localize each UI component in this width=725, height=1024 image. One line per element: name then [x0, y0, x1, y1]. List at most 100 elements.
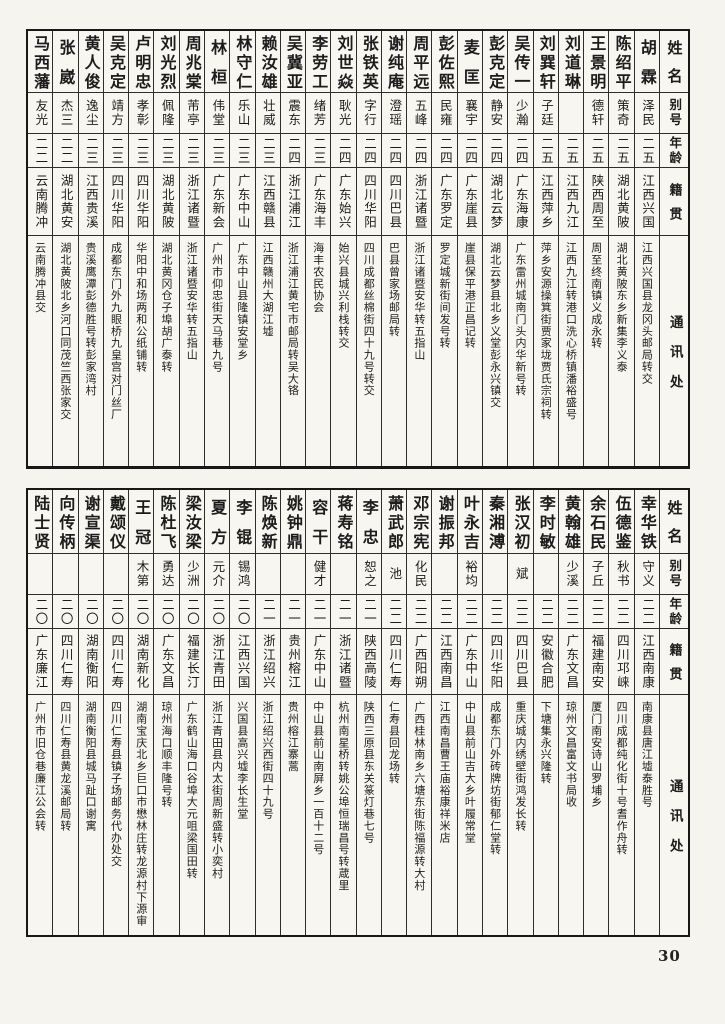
- entry-name: 邓宗宪: [410, 494, 430, 552]
- entry-name: 戴颂仪: [106, 494, 126, 552]
- entry-origin: 四川华阳: [488, 634, 504, 689]
- entry-age-cell: 二二: [508, 595, 533, 629]
- entry-origin-cell: 湖北云梦: [483, 168, 508, 236]
- entry-address: 崖县保平港正昌记转: [463, 242, 477, 349]
- entry-name: 黄翰雄: [562, 494, 582, 552]
- entry-age: 二五: [614, 136, 630, 165]
- entry-column: 李劳工 绪芳 二三 广东海丰 海丰农民协会: [305, 31, 331, 466]
- entry-origin-cell: 四川华阳: [103, 168, 129, 236]
- entry-alias-cell: 守义: [634, 554, 659, 595]
- entry-address: 湖南宝庆北乡巨口市懋林庄转龙源村下源审: [134, 701, 148, 927]
- entry-origin: 湖北黄陂: [159, 174, 175, 229]
- entry-age-cell: 二三: [204, 134, 230, 168]
- entry-alias: 少洲: [185, 560, 201, 588]
- entry-age-cell: 二〇: [179, 595, 204, 629]
- entry-age-cell: 二一: [331, 595, 356, 629]
- entry-alias-cell: [533, 554, 558, 595]
- entry-origin: 四川华阳: [109, 174, 125, 229]
- entry-name: 余石民: [587, 494, 607, 552]
- entry-address-cell: 广东鹤山海口谷埠大元咀梁国田转: [180, 695, 204, 935]
- entry-origin-cell: 广东文昌: [154, 629, 179, 695]
- entry-column: 马西藩 友光 二二 云南腾冲 云南腾冲县交: [27, 31, 53, 466]
- entry-address-cell: 厦门南安诗山罗埔乡: [584, 695, 608, 935]
- entry-address-cell: 琼州文昌富文书局收: [559, 695, 583, 935]
- entry-name: 吴克定: [106, 34, 126, 92]
- entry-alias: 佩隆: [159, 99, 175, 127]
- entry-alias-cell: 策奇: [609, 93, 634, 134]
- entry-age-cell: 二二: [609, 595, 634, 629]
- entry-column: 姚钟鼎 二一 贵州榕江 贵州榕江寨蒿: [279, 490, 306, 935]
- entry-age-cell: 二二: [457, 595, 483, 629]
- entry-age: 二四: [488, 136, 504, 165]
- entry-age: 二一: [311, 597, 327, 626]
- entry-column: 谢振邦 二二 江西南昌 江西南昌曹王庙裕康祥米店: [431, 490, 457, 935]
- entry-origin: 浙江诸暨: [412, 174, 428, 229]
- entry-address-cell: 贵溪鹰潭彭德胜号转彭家湾村: [79, 236, 103, 466]
- header-origin-label: 籍贯: [666, 182, 682, 232]
- entry-origin-cell: 四川华阳: [483, 629, 508, 695]
- entry-column: 林桓 伟堂 二三 广东新会 广州市仰忠街天马巷九号: [203, 31, 230, 466]
- entry-address: 南康县唐江墟泰胜号: [640, 701, 654, 808]
- entry-alias: 静安: [488, 99, 504, 127]
- entry-alias-cell: 耿光: [331, 93, 356, 134]
- entry-origin-cell: 湖北黄安: [53, 168, 78, 236]
- entry-name-cell: 秦湘溥: [483, 490, 508, 554]
- entry-name: 蒋寿铭: [334, 494, 354, 552]
- entry-alias-cell: 民雍: [432, 93, 457, 134]
- entry-age: 二〇: [58, 597, 74, 626]
- entry-column: 王冠 木第 二〇 湖南新化 湖南宝庆北乡巨口市懋林庄转龙源村下源审: [128, 490, 154, 935]
- entry-age-cell: 二一: [280, 595, 306, 629]
- entry-origin: 浙江绍兴: [260, 634, 276, 689]
- entry-origin: 广东中山: [311, 634, 327, 689]
- entry-age-cell: 二五: [533, 134, 558, 168]
- entry-name-cell: 李劳工: [306, 31, 331, 93]
- entry-origin-cell: 湖北黄陂: [609, 168, 634, 236]
- header-address-cell: 通讯处: [660, 695, 688, 935]
- entry-origin-cell: 浙江诸暨: [331, 629, 356, 695]
- entry-address-cell: 下塘集永兴隆转: [534, 695, 558, 935]
- entry-age: 二四: [437, 136, 453, 165]
- entry-column: 陈杜飞 勇达 二〇 广东文昌 琼州海口顺丰隆号转: [153, 490, 179, 935]
- entry-address: 重庆城内绣壁街鸿发长转: [513, 701, 527, 832]
- entry-name-cell: 谢宣渠: [78, 490, 103, 554]
- entry-name-cell: 幸华铁: [634, 490, 659, 554]
- entry-address: 琼州海口顺丰隆号转: [160, 701, 174, 808]
- entry-name-cell: 谢振邦: [432, 490, 457, 554]
- entry-origin: 四川仁寿: [387, 634, 403, 689]
- entry-alias-cell: 友光: [27, 93, 53, 134]
- entry-address: 四川成都纯化街十号耆作舟转: [615, 701, 629, 856]
- entry-age-cell: 二二: [381, 595, 407, 629]
- entry-column: 彭佐熙 民雍 二四 广东罗定 罗定城新街间发号转: [431, 31, 457, 466]
- entry-age: 二四: [463, 136, 479, 165]
- entry-alias: 乐山: [235, 99, 251, 127]
- entry-alias-cell: 震东: [280, 93, 306, 134]
- entry-origin-cell: 广东海康: [508, 168, 533, 236]
- entry-address-cell: 成都东门外砖牌坊街郁仁堂转: [483, 695, 507, 935]
- entry-name-cell: 彭克定: [483, 31, 508, 93]
- entry-column: 秦湘溥 二二 四川华阳 成都东门外砖牌坊街郁仁堂转: [482, 490, 508, 935]
- entry-origin-cell: 四川仁寿: [103, 629, 129, 695]
- header-age-cell: 年龄: [660, 595, 688, 629]
- entry-origin: 福建长汀: [185, 634, 201, 689]
- entry-alias-cell: 秋书: [609, 554, 634, 595]
- entry-age-cell: 二〇: [204, 595, 230, 629]
- entry-alias: 壮威: [260, 99, 276, 127]
- entry-alias-cell: 乐山: [230, 93, 255, 134]
- entry-name: 胡霖: [637, 38, 657, 93]
- entry-name-cell: 周平远: [407, 31, 432, 93]
- entry-address: 中山县前山吉大乡叶履常堂: [463, 701, 477, 844]
- entry-column: 卢明忠 孝彰 二三 四川华阳 华阳中和场两和公纸铺转: [128, 31, 154, 466]
- entry-column: 夏方 元介 二〇 浙江青田 浙江青田县内太街周新盛转小奕村: [203, 490, 230, 935]
- entry-age-cell: 二一: [306, 595, 331, 629]
- entry-alias-cell: [280, 554, 306, 595]
- header-name-label: 姓名: [665, 500, 684, 554]
- entry-origin: 浙江浦江: [286, 174, 302, 229]
- entry-alias-cell: 少洲: [179, 554, 204, 595]
- entry-name-cell: 向传柄: [53, 490, 78, 554]
- entry-name-cell: 张铁英: [356, 31, 381, 93]
- entry-origin: 四川巴县: [513, 634, 529, 689]
- header-alias-label: 别号: [667, 559, 683, 589]
- entry-address-cell: 广州市仰忠街天马巷九号: [205, 236, 229, 466]
- entry-age: 二二: [564, 597, 580, 626]
- entry-origin-cell: 广东中山: [306, 629, 331, 695]
